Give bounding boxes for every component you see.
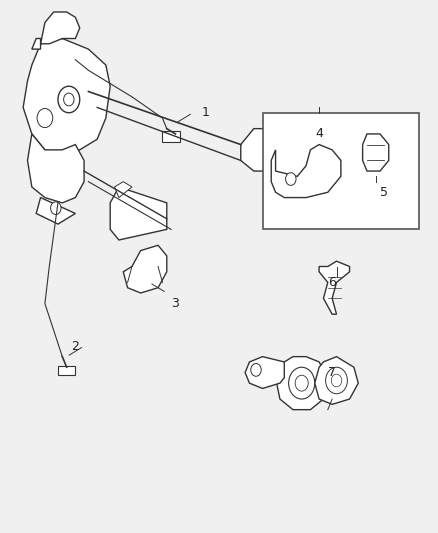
PathPatch shape [276,357,328,410]
Bar [162,131,180,142]
Circle shape [50,202,61,215]
Circle shape [58,86,80,113]
PathPatch shape [319,261,350,314]
Text: 2: 2 [71,340,79,352]
Polygon shape [32,38,41,49]
PathPatch shape [241,128,276,171]
Circle shape [286,173,296,185]
PathPatch shape [28,134,84,203]
PathPatch shape [245,357,284,389]
PathPatch shape [315,357,358,405]
Circle shape [64,93,74,106]
Text: 7: 7 [328,366,336,379]
Circle shape [325,367,347,394]
Circle shape [289,367,315,399]
Bar [262,113,419,229]
Text: 4: 4 [315,127,323,140]
Circle shape [251,364,261,376]
PathPatch shape [23,38,110,155]
PathPatch shape [123,245,167,293]
Bar [58,366,75,375]
PathPatch shape [41,12,80,44]
Text: 6: 6 [328,276,336,289]
Text: 5: 5 [380,186,389,199]
Circle shape [37,109,53,127]
PathPatch shape [363,134,389,171]
PathPatch shape [271,144,341,198]
Text: 3: 3 [172,297,180,310]
Circle shape [331,374,342,387]
Circle shape [295,375,308,391]
PathPatch shape [115,182,132,198]
Text: 1: 1 [202,106,210,119]
PathPatch shape [36,198,75,224]
PathPatch shape [110,187,167,240]
